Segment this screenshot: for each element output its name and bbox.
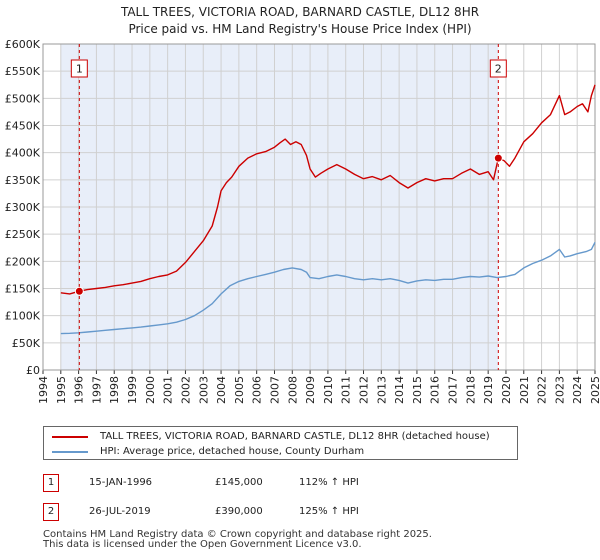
x-tick-label: 1995 <box>55 376 68 404</box>
x-tick-label: 2020 <box>500 376 513 404</box>
x-tick-label: 2023 <box>553 376 566 404</box>
x-tick-label: 2007 <box>268 376 281 404</box>
x-tick-label: 2022 <box>536 376 549 404</box>
x-tick-label: 2019 <box>482 376 495 404</box>
x-tick-label: 2006 <box>251 376 264 404</box>
x-tick-label: 2015 <box>411 376 424 404</box>
legend: TALL TREES, VICTORIA ROAD, BARNARD CASTL… <box>43 426 518 460</box>
y-tick-label: £550K <box>5 65 41 78</box>
x-tick-label: 2013 <box>375 376 388 404</box>
y-tick-label: £100K <box>5 310 41 323</box>
y-tick-label: £450K <box>5 120 41 133</box>
x-tick-label: 2016 <box>429 376 442 404</box>
chart-subtitle: Price paid vs. HM Land Registry's House … <box>128 22 472 36</box>
y-tick-label: £300K <box>5 201 41 214</box>
sale-price: £390,000 <box>215 506 263 517</box>
y-tick-label: £600K <box>5 38 41 51</box>
y-tick-label: £150K <box>5 283 41 296</box>
x-tick-label: 2009 <box>304 376 317 404</box>
sale-price: £145,000 <box>215 477 263 488</box>
x-tick-label: 1998 <box>108 376 121 404</box>
x-tick-label: 1996 <box>73 376 86 404</box>
x-tick-label: 2005 <box>233 376 246 404</box>
footer-line-2: This data is licensed under the Open Gov… <box>43 539 362 550</box>
legend-label-property: TALL TREES, VICTORIA ROAD, BARNARD CASTL… <box>100 431 490 442</box>
sale-date: 26-JUL-2019 <box>89 506 151 517</box>
x-tick-label: 2024 <box>571 376 584 404</box>
x-tick-label: 2001 <box>162 376 175 404</box>
legend-item-hpi: HPI: Average price, detached house, Coun… <box>52 444 364 459</box>
x-tick-label: 2021 <box>518 376 531 404</box>
sale-hpi-change: 125% ↑ HPI <box>299 506 359 517</box>
price-chart: £0 £50K £100K £150K £200K £250K £300K £350K £400… <box>5 38 600 404</box>
sale-point <box>74 286 84 296</box>
footer-attribution: Contains HM Land Registry data © Crown c… <box>43 530 432 550</box>
y-tick-label: £200K <box>5 255 41 268</box>
x-tick-label: 1997 <box>90 376 103 404</box>
chart-title-block: TALL TREES, VICTORIA ROAD, BARNARD CASTL… <box>0 4 600 38</box>
x-tick-label: 2002 <box>179 376 192 404</box>
x-tick-label: 2014 <box>393 376 406 404</box>
x-tick-label: 1999 <box>126 376 139 404</box>
sale-label-box <box>70 59 88 78</box>
sale-number-badge: 2 <box>43 503 59 521</box>
sale-date: 15-JAN-1996 <box>89 477 153 488</box>
y-tick-label: £50K <box>12 337 41 350</box>
x-tick-label: 2003 <box>197 376 210 404</box>
legend-item-property: TALL TREES, VICTORIA ROAD, BARNARD CASTL… <box>52 429 490 444</box>
hpi-line <box>60 241 596 335</box>
sale-label-number: 1 <box>76 63 83 76</box>
legend-label-hpi: HPI: Average price, detached house, Coun… <box>100 446 365 457</box>
x-tick-label: 2008 <box>286 376 299 404</box>
y-tick-label: £350K <box>5 174 41 187</box>
plot-frame <box>42 43 596 371</box>
chart-title: TALL TREES, VICTORIA ROAD, BARNARD CASTL… <box>120 5 480 19</box>
y-tick-label: £250K <box>5 228 41 241</box>
sale-point <box>493 153 503 163</box>
x-tick-label: 2004 <box>215 376 228 404</box>
sale-number-badge: 1 <box>43 474 59 492</box>
y-tick-label: £400K <box>5 147 41 160</box>
sale-hpi-change: 112% ↑ HPI <box>299 477 359 488</box>
x-tick-label: 2011 <box>340 376 353 404</box>
sale-label-number: 2 <box>495 63 502 76</box>
x-tick-label: 2018 <box>464 376 477 404</box>
legend-swatch-property <box>52 435 88 438</box>
y-tick-label: £500K <box>5 92 41 105</box>
x-tick-label: 2010 <box>322 376 335 404</box>
legend-swatch-hpi <box>52 450 88 453</box>
x-tick-label: 1994 <box>37 376 50 404</box>
x-tick-label: 2025 <box>589 376 600 404</box>
property-price-line <box>60 84 596 295</box>
footer-line-1: Contains HM Land Registry data © Crown c… <box>43 529 432 540</box>
y-tick-label: £0 <box>26 364 40 377</box>
x-tick-label: 2000 <box>144 376 157 404</box>
x-tick-label: 2012 <box>358 376 371 404</box>
x-tick-label: 2017 <box>447 376 460 404</box>
sale-label-box <box>489 59 507 78</box>
